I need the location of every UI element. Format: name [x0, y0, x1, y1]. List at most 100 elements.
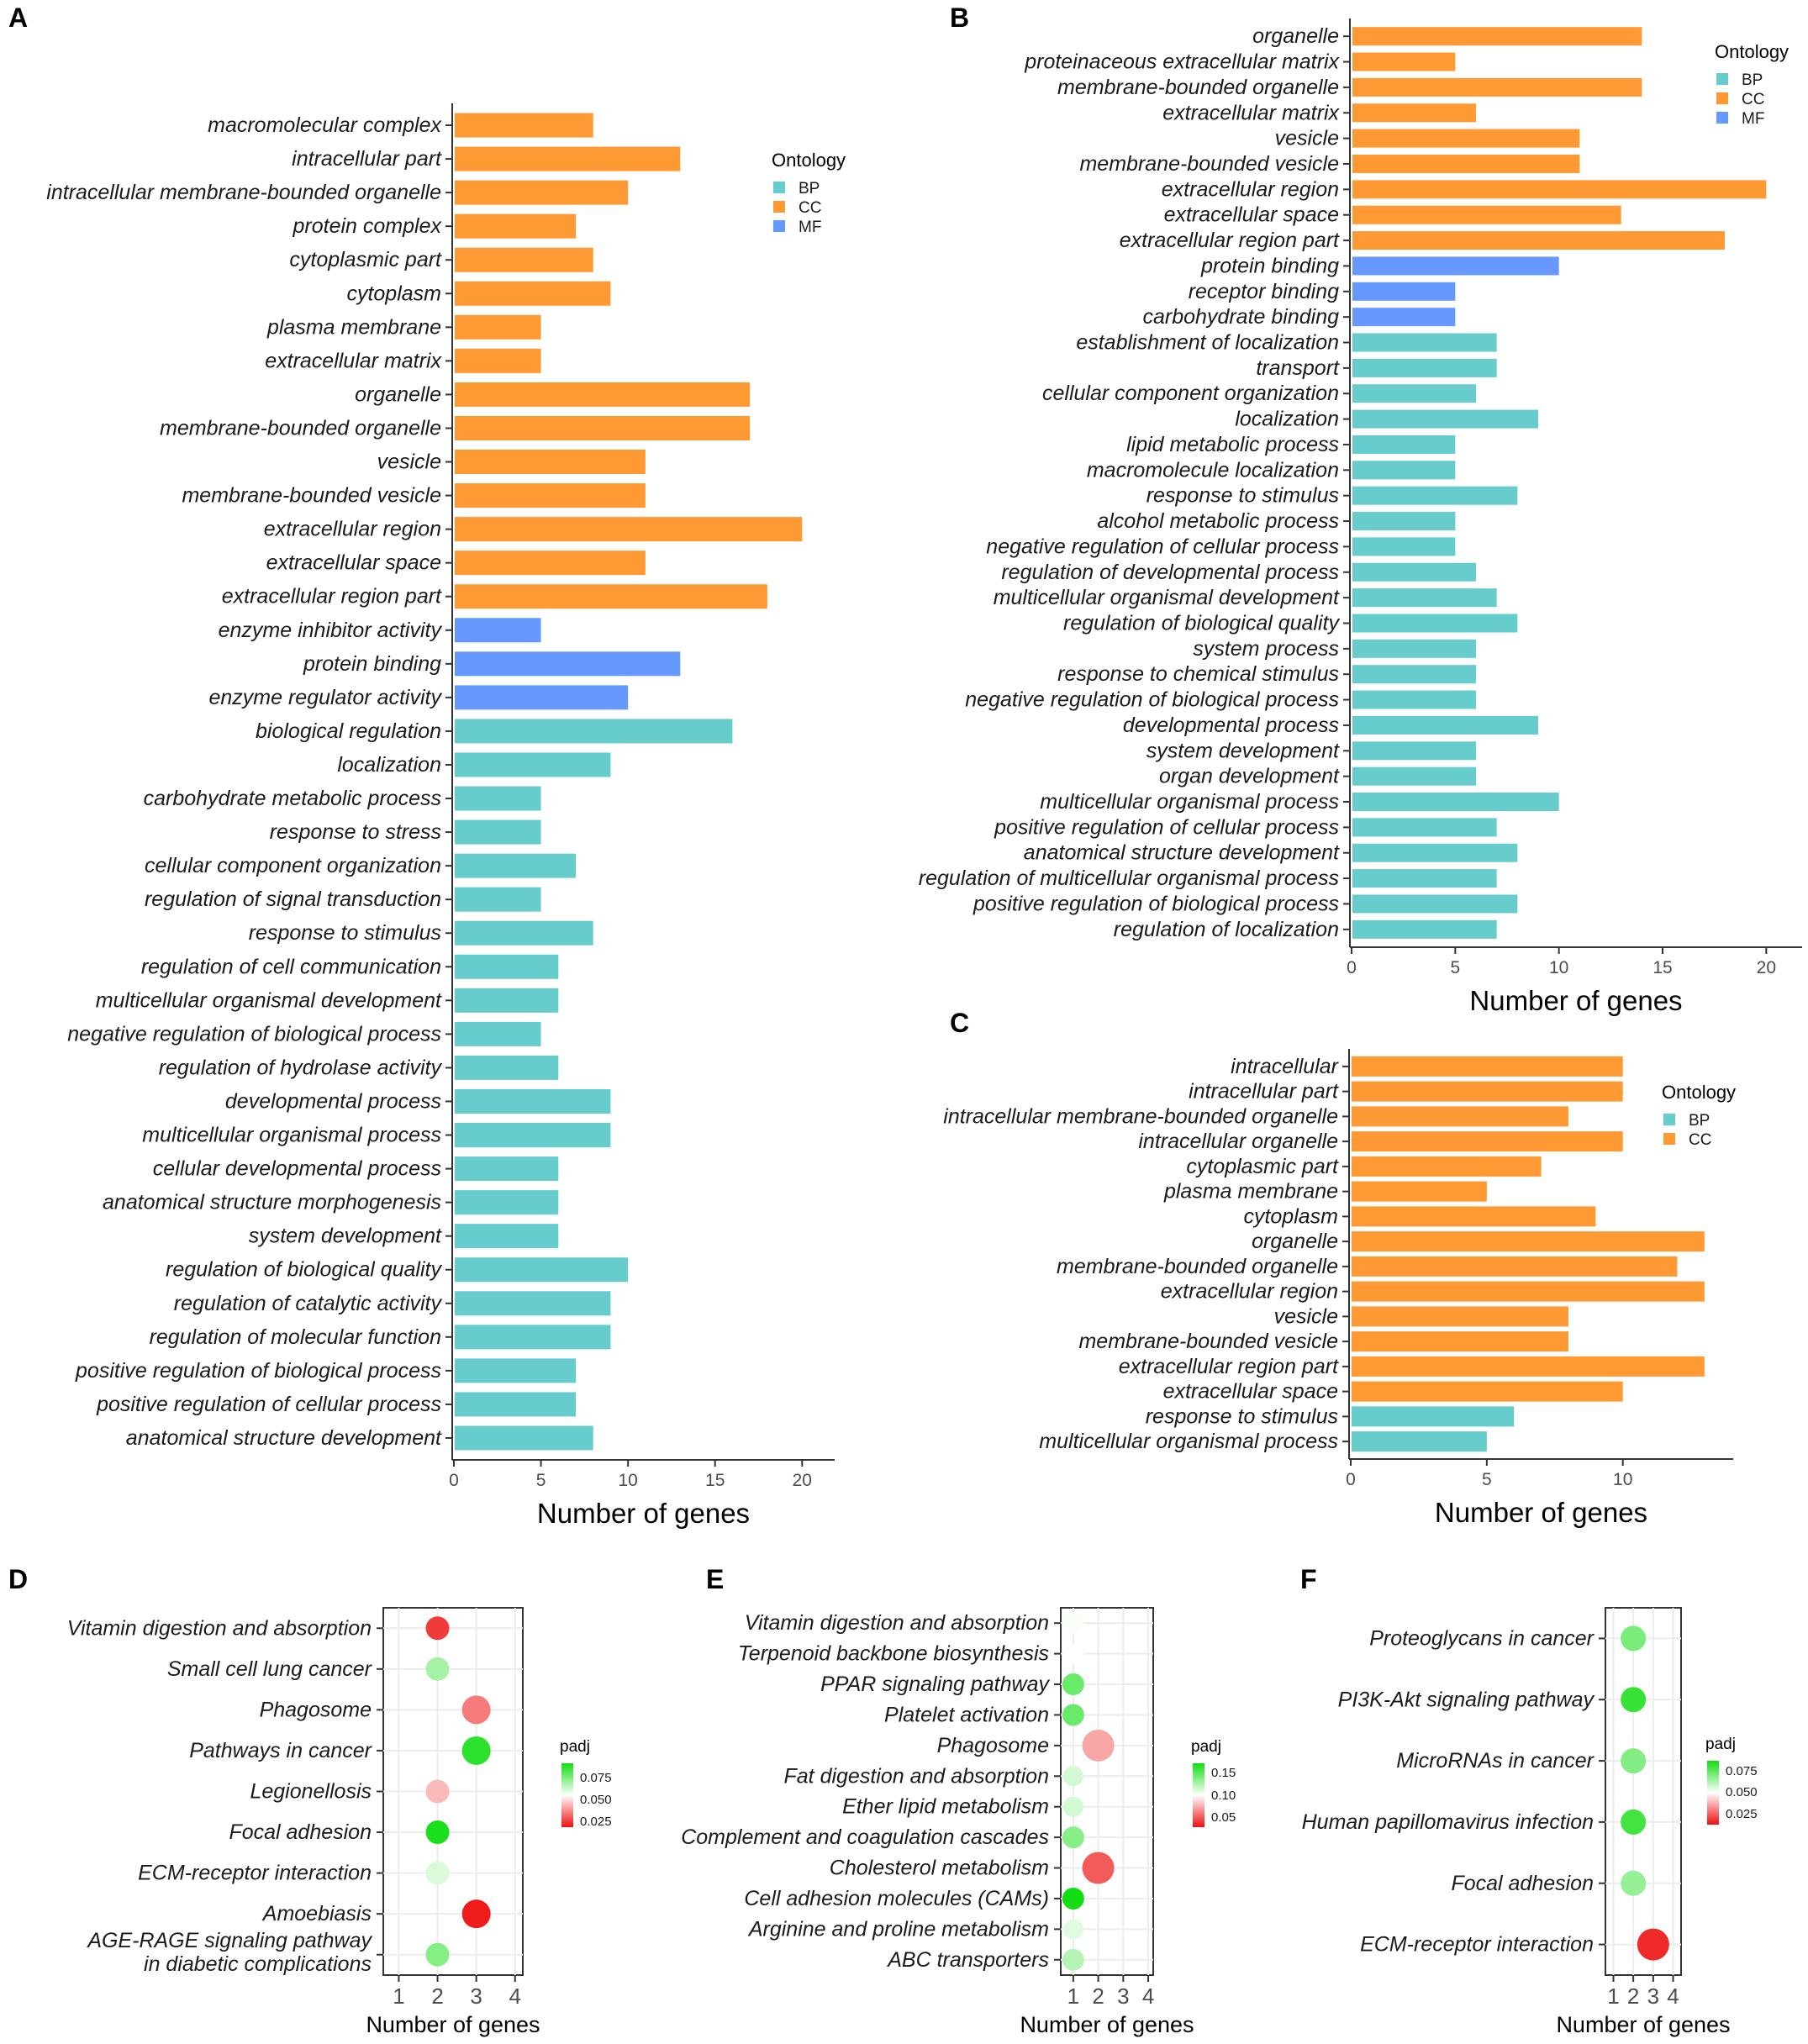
legend-label: CC — [1689, 1131, 1711, 1149]
category-label: Amoebiasis — [261, 1902, 372, 1925]
x-tick-label: 5 — [1482, 1470, 1492, 1489]
category-label: extracellular space — [1164, 203, 1339, 227]
category-label: extracellular region part — [1120, 229, 1340, 252]
category-label: localization — [1235, 408, 1339, 431]
legend-swatch — [773, 201, 785, 213]
bar — [1352, 461, 1456, 480]
category-label: positive regulation of biological proces… — [973, 892, 1339, 915]
category-label: system development — [1146, 739, 1340, 762]
category-label: positive regulation of biological proces… — [75, 1359, 441, 1383]
dot — [1062, 1673, 1084, 1696]
x-tick-label: 20 — [793, 1471, 812, 1490]
dot — [425, 1861, 450, 1885]
bar — [455, 819, 541, 845]
bar — [1352, 308, 1456, 327]
x-tick-label: 20 — [1757, 958, 1776, 977]
category-label: cytoplasmic part — [1186, 1155, 1339, 1178]
category-label: response to chemical stimulus — [1057, 662, 1339, 686]
category-label: cytoplasm — [346, 282, 441, 305]
category-label: ECM-receptor interaction — [138, 1862, 372, 1885]
bar — [455, 415, 751, 440]
dot — [1621, 1870, 1647, 1896]
category-label: regulation of signal transduction — [145, 888, 441, 911]
category-label: negative regulation of biological proces… — [965, 688, 1339, 712]
x-tick-label: 3 — [1117, 1983, 1129, 2009]
category-label: Cholesterol metabolism — [830, 1857, 1049, 1880]
category-label: multicellular organismal development — [96, 988, 442, 1012]
category-label: regulation of biological quality — [1063, 611, 1340, 635]
bar — [1352, 1181, 1487, 1202]
category-label: Phagosome — [937, 1734, 1049, 1757]
category-label: Vitamin digestion and absorption — [745, 1611, 1049, 1635]
bar — [455, 1156, 559, 1182]
bar — [1352, 1156, 1542, 1177]
category-label: Small cell lung cancer — [167, 1657, 373, 1681]
legend-title: Ontology — [1715, 41, 1789, 62]
category-label: intracellular — [1231, 1055, 1340, 1078]
bar — [455, 1392, 576, 1417]
bar — [455, 651, 681, 677]
category-label: response to stimulus — [1146, 1404, 1338, 1428]
category-label: extracellular region — [1162, 177, 1339, 201]
bar — [455, 786, 541, 811]
category-label: carbohydrate metabolic process — [144, 787, 441, 810]
x-tick-label: 10 — [618, 1471, 637, 1490]
dot — [1062, 1766, 1083, 1787]
legend-title: Ontology — [1662, 1082, 1736, 1103]
legend-swatch — [1663, 1114, 1675, 1125]
category-label: enzyme inhibitor activity — [219, 619, 443, 642]
bar — [1352, 894, 1518, 914]
dot — [1062, 1613, 1083, 1634]
panel-letter-b: B — [950, 3, 969, 33]
bar — [455, 483, 646, 508]
colorbar-tick-label: 0.05 — [1211, 1810, 1236, 1825]
category-label: regulation of localization — [1114, 918, 1339, 941]
x-tick-label: 0 — [1346, 1470, 1356, 1489]
x-tick-label: 0 — [1347, 958, 1357, 977]
category-label: biological regulation — [256, 719, 441, 743]
category-label: Focal adhesion — [229, 1820, 372, 1844]
bar — [1352, 715, 1538, 735]
category-label: negative regulation of biological proces… — [67, 1022, 441, 1046]
category-label: vesicle — [1275, 127, 1339, 150]
category-label: organelle — [1252, 1230, 1338, 1253]
category-label: regulation of biological quality — [166, 1258, 442, 1282]
legend-title: padj — [1705, 1736, 1736, 1753]
legend-label: BP — [1689, 1112, 1710, 1130]
category-label: membrane-bounded vesicle — [182, 484, 441, 508]
bar — [1352, 919, 1497, 939]
bar — [1352, 614, 1518, 633]
bar — [455, 752, 611, 777]
category-label: cellular developmental process — [153, 1157, 441, 1181]
bar — [1352, 358, 1497, 377]
bar — [1352, 639, 1476, 658]
panel-letter-d: D — [8, 1564, 28, 1594]
bar — [1352, 384, 1476, 403]
category-label: plasma membrane — [1163, 1180, 1338, 1204]
category-label: extracellular region part — [222, 585, 442, 608]
plot-frame — [1060, 1607, 1154, 1976]
dot — [1062, 1948, 1084, 1971]
category-label: intracellular part — [292, 147, 442, 171]
category-label: regulation of cell communication — [141, 955, 441, 978]
category-label: multicellular organismal process — [1040, 790, 1339, 814]
legend-label: BP — [799, 180, 820, 198]
category-label: PPAR signaling pathway — [820, 1673, 1050, 1696]
category-label: AGE-RAGE signaling pathway in diabetic co… — [86, 1929, 372, 1976]
plot-frame — [1605, 1607, 1682, 1976]
category-label: alcohol metabolic process — [1097, 509, 1339, 533]
bar — [1352, 103, 1476, 123]
category-label: Arginine and proline metabolism — [747, 1917, 1049, 1941]
x-tick-label: 2 — [1092, 1983, 1104, 2009]
bar — [455, 853, 576, 878]
legend-swatch — [1663, 1133, 1675, 1145]
bar — [1352, 690, 1476, 709]
bar — [455, 213, 576, 239]
panel-letter-c: C — [950, 1008, 969, 1038]
bar — [455, 1224, 559, 1249]
x-tick-label: 4 — [1667, 1983, 1679, 2009]
category-label: intracellular organelle — [1138, 1130, 1338, 1153]
category-label: extracellular region — [1161, 1280, 1338, 1304]
bar — [1352, 562, 1476, 582]
